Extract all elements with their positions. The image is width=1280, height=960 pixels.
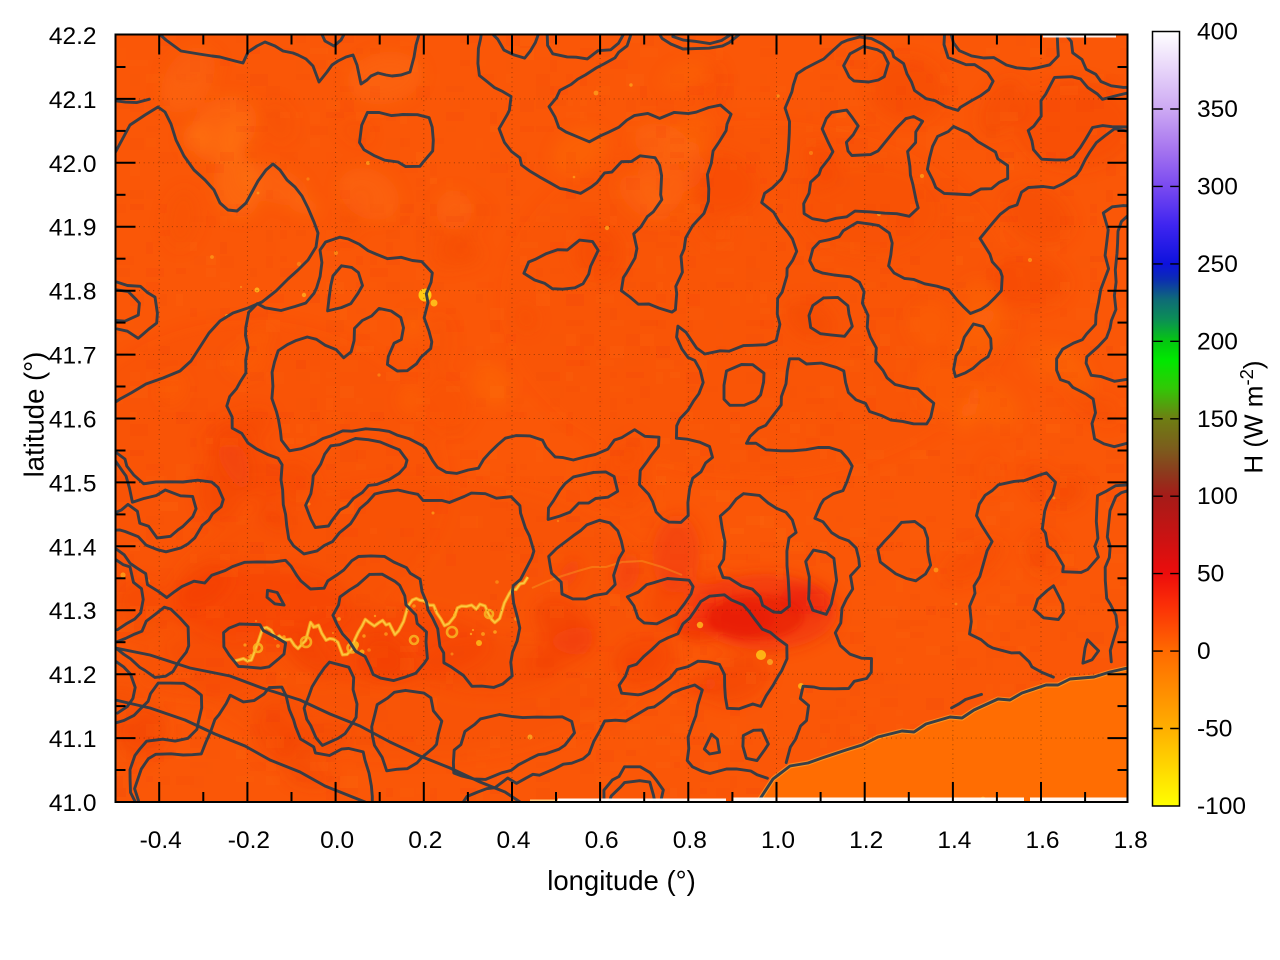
svg-text:41.8: 41.8 — [49, 279, 97, 306]
svg-text:200: 200 — [1197, 328, 1238, 355]
svg-text:50: 50 — [1197, 561, 1224, 588]
svg-text:0.4: 0.4 — [496, 827, 530, 854]
svg-text:1.2: 1.2 — [849, 827, 883, 854]
svg-text:41.5: 41.5 — [49, 470, 97, 497]
svg-text:0.8: 0.8 — [673, 827, 707, 854]
svg-text:41.1: 41.1 — [49, 726, 97, 753]
svg-text:350: 350 — [1197, 96, 1238, 123]
svg-text:250: 250 — [1197, 251, 1238, 278]
svg-text:41.6: 41.6 — [49, 407, 97, 434]
svg-text:0: 0 — [1197, 638, 1211, 665]
svg-text:-0.2: -0.2 — [228, 827, 270, 854]
svg-text:-50: -50 — [1197, 716, 1232, 743]
svg-text:42.2: 42.2 — [49, 23, 97, 50]
svg-text:1.6: 1.6 — [1025, 827, 1059, 854]
svg-text:150: 150 — [1197, 406, 1238, 433]
svg-text:0.2: 0.2 — [408, 827, 442, 854]
svg-text:0.6: 0.6 — [585, 827, 619, 854]
svg-text:1.8: 1.8 — [1114, 827, 1148, 854]
svg-text:42.1: 42.1 — [49, 87, 97, 114]
svg-text:longitude (°): longitude (°) — [547, 865, 696, 896]
svg-text:41.0: 41.0 — [49, 790, 97, 817]
svg-text:-100: -100 — [1197, 793, 1246, 820]
svg-text:400: 400 — [1197, 19, 1238, 46]
svg-text:-0.4: -0.4 — [140, 827, 182, 854]
svg-text:300: 300 — [1197, 173, 1238, 200]
svg-text:1.4: 1.4 — [937, 827, 971, 854]
svg-text:latitude (°): latitude (°) — [19, 352, 50, 478]
svg-text:41.3: 41.3 — [49, 598, 97, 625]
svg-text:100: 100 — [1197, 483, 1238, 510]
svg-text:41.2: 41.2 — [49, 662, 97, 689]
svg-text:1.0: 1.0 — [761, 827, 795, 854]
svg-text:41.9: 41.9 — [49, 215, 97, 242]
svg-text:0.0: 0.0 — [320, 827, 354, 854]
svg-text:41.4: 41.4 — [49, 534, 97, 561]
svg-text:42.0: 42.0 — [49, 151, 97, 178]
svg-text:41.7: 41.7 — [49, 343, 97, 370]
